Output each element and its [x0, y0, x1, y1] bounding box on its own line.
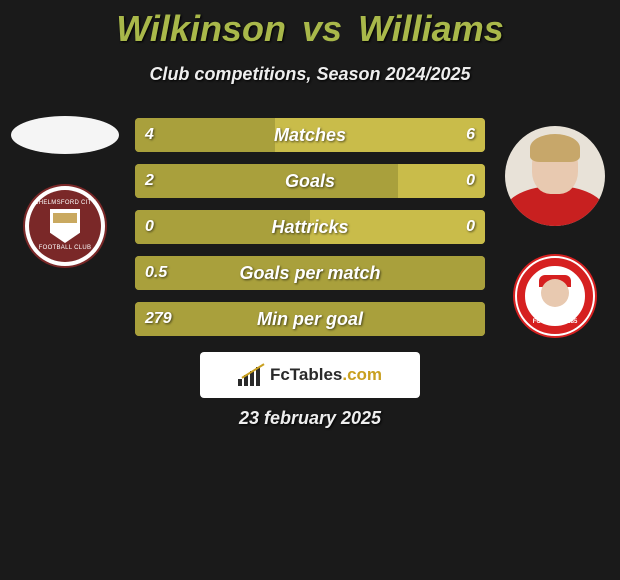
stat-value-left: 2 [145, 172, 154, 190]
stat-value-left: 279 [145, 310, 172, 328]
logo-text: FcTables.com [270, 365, 382, 385]
stat-value-right: 0 [466, 172, 475, 190]
stat-row: Goals2 0 [135, 164, 485, 198]
vs-text: vs [302, 8, 342, 49]
stat-label: Goals [135, 171, 485, 192]
stat-row: Hattricks0 0 [135, 210, 485, 244]
right-column: FOUNDED 1885 [490, 108, 620, 338]
left-column: CHELMSFORD CITY FOOTBALL CLUB [0, 108, 130, 268]
stat-row: Matches4 6 [135, 118, 485, 152]
stat-value-left: 0.5 [145, 264, 167, 282]
founded-text: FOUNDED 1885 [515, 319, 595, 325]
player1-name: Wilkinson [116, 8, 286, 49]
stat-label: Hattricks [135, 217, 485, 238]
player2-club-badge: FOUNDED 1885 [513, 254, 597, 338]
player2-avatar [505, 126, 605, 226]
shield-icon [50, 209, 80, 243]
comparison-title: Wilkinson vs Williams [0, 0, 620, 50]
stat-label: Goals per match [135, 263, 485, 284]
badge-center [532, 273, 578, 319]
chart-icon [238, 364, 264, 386]
player1-avatar [11, 116, 119, 154]
player2-name: Williams [358, 8, 504, 49]
stat-value-left: 4 [145, 126, 154, 144]
stat-value-right: 0 [466, 218, 475, 236]
date-text: 23 february 2025 [0, 408, 620, 429]
subtitle: Club competitions, Season 2024/2025 [0, 64, 620, 85]
stat-value-right: 6 [466, 126, 475, 144]
stat-value-left: 0 [145, 218, 154, 236]
stat-row: Min per goal279 [135, 302, 485, 336]
player1-club-badge: CHELMSFORD CITY FOOTBALL CLUB [23, 184, 107, 268]
source-logo: FcTables.com [200, 352, 420, 398]
stat-label: Min per goal [135, 309, 485, 330]
badge-inner: CHELMSFORD CITY FOOTBALL CLUB [29, 190, 101, 262]
stat-row: Goals per match0.5 [135, 256, 485, 290]
stats-bars: Matches46Goals20Hattricks00Goals per mat… [135, 118, 485, 348]
stat-label: Matches [135, 125, 485, 146]
